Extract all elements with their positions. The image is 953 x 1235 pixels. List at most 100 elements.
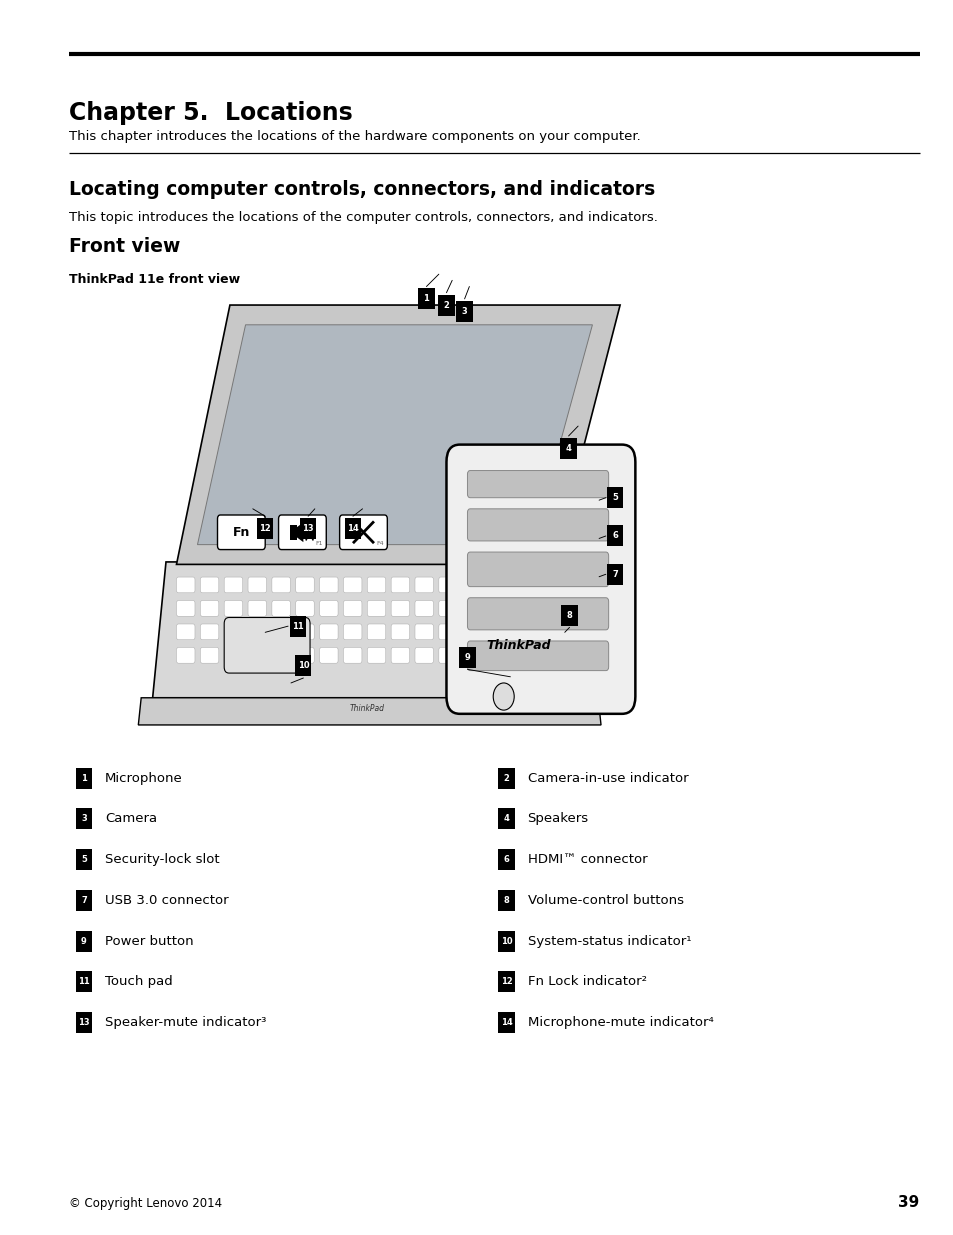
- FancyBboxPatch shape: [462, 600, 480, 616]
- FancyBboxPatch shape: [462, 647, 480, 663]
- Text: 14: 14: [347, 524, 358, 534]
- FancyBboxPatch shape: [319, 577, 337, 593]
- Text: Microphone: Microphone: [105, 772, 182, 784]
- FancyBboxPatch shape: [75, 767, 91, 789]
- FancyBboxPatch shape: [498, 1013, 515, 1032]
- Text: 7: 7: [81, 895, 87, 905]
- FancyBboxPatch shape: [367, 624, 385, 640]
- FancyBboxPatch shape: [75, 850, 91, 869]
- FancyBboxPatch shape: [467, 641, 608, 671]
- FancyBboxPatch shape: [299, 519, 316, 538]
- Text: Microphone-mute indicator⁴: Microphone-mute indicator⁴: [527, 1016, 713, 1029]
- Text: This chapter introduces the locations of the hardware components on your compute: This chapter introduces the locations of…: [69, 130, 639, 143]
- Text: Camera: Camera: [105, 813, 157, 825]
- FancyBboxPatch shape: [272, 624, 290, 640]
- FancyBboxPatch shape: [462, 577, 480, 593]
- FancyBboxPatch shape: [438, 577, 456, 593]
- FancyBboxPatch shape: [257, 519, 274, 538]
- FancyBboxPatch shape: [224, 647, 242, 663]
- Text: Power button: Power button: [105, 935, 193, 947]
- FancyBboxPatch shape: [200, 647, 218, 663]
- FancyBboxPatch shape: [607, 563, 623, 584]
- Text: 14: 14: [500, 1018, 512, 1028]
- FancyBboxPatch shape: [607, 487, 623, 509]
- FancyBboxPatch shape: [607, 526, 623, 546]
- Text: 12: 12: [259, 524, 271, 534]
- FancyBboxPatch shape: [295, 577, 314, 593]
- FancyBboxPatch shape: [462, 624, 480, 640]
- Polygon shape: [138, 698, 600, 725]
- Text: ThinkPad: ThinkPad: [485, 640, 550, 652]
- Text: 7: 7: [612, 569, 618, 579]
- Text: Fn: Fn: [233, 526, 250, 538]
- Text: 12: 12: [500, 977, 512, 987]
- FancyBboxPatch shape: [176, 577, 194, 593]
- FancyBboxPatch shape: [498, 889, 515, 911]
- FancyBboxPatch shape: [278, 515, 326, 550]
- FancyBboxPatch shape: [560, 605, 577, 626]
- FancyBboxPatch shape: [437, 294, 454, 315]
- Text: 2: 2: [443, 300, 449, 310]
- FancyBboxPatch shape: [415, 647, 433, 663]
- FancyBboxPatch shape: [343, 600, 361, 616]
- Text: Speaker-mute indicator³: Speaker-mute indicator³: [105, 1016, 266, 1029]
- Text: 11: 11: [78, 977, 90, 987]
- FancyBboxPatch shape: [486, 647, 504, 663]
- Text: ThinkPad: ThinkPad: [350, 704, 384, 714]
- FancyBboxPatch shape: [224, 618, 310, 673]
- FancyBboxPatch shape: [367, 600, 385, 616]
- Text: Volume-control buttons: Volume-control buttons: [527, 894, 683, 906]
- FancyBboxPatch shape: [319, 624, 337, 640]
- Text: Camera-in-use indicator: Camera-in-use indicator: [527, 772, 687, 784]
- FancyBboxPatch shape: [456, 301, 472, 322]
- FancyBboxPatch shape: [217, 515, 265, 550]
- Text: 5: 5: [81, 855, 87, 864]
- Text: 39: 39: [898, 1195, 919, 1210]
- FancyBboxPatch shape: [200, 624, 218, 640]
- FancyBboxPatch shape: [200, 577, 218, 593]
- Text: 8: 8: [503, 895, 509, 905]
- FancyBboxPatch shape: [367, 647, 385, 663]
- FancyBboxPatch shape: [343, 577, 361, 593]
- FancyBboxPatch shape: [176, 600, 194, 616]
- Polygon shape: [176, 305, 619, 564]
- FancyBboxPatch shape: [295, 647, 314, 663]
- FancyBboxPatch shape: [295, 655, 311, 677]
- FancyBboxPatch shape: [438, 647, 456, 663]
- Polygon shape: [296, 522, 303, 542]
- Text: Touch pad: Touch pad: [105, 976, 172, 988]
- FancyBboxPatch shape: [248, 577, 266, 593]
- FancyBboxPatch shape: [367, 577, 385, 593]
- FancyBboxPatch shape: [75, 889, 91, 911]
- FancyBboxPatch shape: [417, 289, 435, 309]
- Text: 10: 10: [500, 936, 512, 946]
- FancyBboxPatch shape: [290, 525, 296, 540]
- FancyBboxPatch shape: [467, 471, 608, 498]
- FancyBboxPatch shape: [295, 600, 314, 616]
- FancyBboxPatch shape: [415, 624, 433, 640]
- Text: Front view: Front view: [69, 237, 180, 256]
- FancyBboxPatch shape: [446, 445, 635, 714]
- Text: 13: 13: [302, 524, 314, 534]
- Text: 10: 10: [297, 661, 309, 671]
- Text: 6: 6: [503, 855, 509, 864]
- Text: 4: 4: [565, 443, 571, 453]
- FancyBboxPatch shape: [391, 624, 409, 640]
- FancyBboxPatch shape: [248, 647, 266, 663]
- FancyBboxPatch shape: [224, 577, 242, 593]
- FancyBboxPatch shape: [467, 552, 608, 587]
- Text: 13: 13: [78, 1018, 90, 1028]
- Text: 6: 6: [612, 531, 618, 541]
- FancyBboxPatch shape: [248, 624, 266, 640]
- FancyBboxPatch shape: [438, 600, 456, 616]
- FancyBboxPatch shape: [319, 600, 337, 616]
- Text: ThinkPad 11e front view: ThinkPad 11e front view: [69, 273, 239, 287]
- Text: USB 3.0 connector: USB 3.0 connector: [105, 894, 229, 906]
- FancyBboxPatch shape: [75, 1013, 91, 1032]
- FancyBboxPatch shape: [498, 767, 515, 789]
- FancyBboxPatch shape: [467, 598, 608, 630]
- FancyBboxPatch shape: [75, 931, 91, 951]
- FancyBboxPatch shape: [248, 600, 266, 616]
- FancyBboxPatch shape: [498, 931, 515, 951]
- FancyBboxPatch shape: [498, 850, 515, 869]
